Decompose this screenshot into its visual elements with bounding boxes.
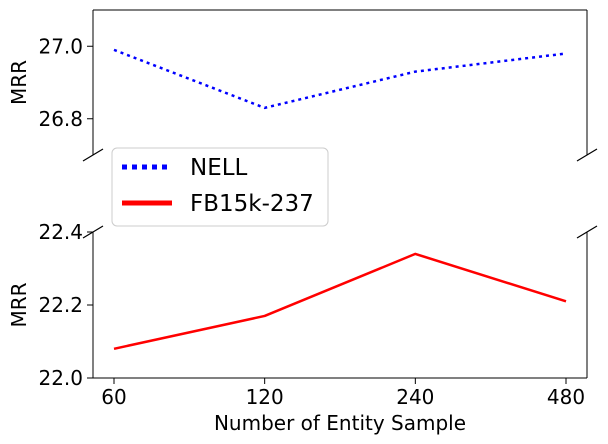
break-mark-right [576, 225, 598, 239]
y-axis-title: MRR [7, 282, 31, 327]
legend-label: FB15k-237 [190, 191, 314, 217]
series-line-fb15k-237 [113, 252, 567, 351]
y-axis-title: MRR [7, 60, 31, 105]
x-tick-label: 240 [396, 385, 434, 409]
x-tick-label: 480 [547, 385, 585, 409]
x-tick-label: 60 [101, 385, 126, 409]
top-panel: 26.8 27.0 MRR [7, 9, 598, 162]
y-tick-label: 22.4 [38, 220, 83, 244]
break-mark-left [82, 148, 104, 162]
legend-label: NELL [190, 155, 248, 181]
y-tick-label: 22.0 [38, 366, 83, 390]
break-mark-right [576, 148, 598, 162]
x-axis: 60 120 240 480 [101, 378, 585, 409]
legend: NELL FB15k-237 [111, 147, 329, 227]
y-tick-label: 27.0 [38, 34, 83, 58]
x-axis-title: Number of Entity Sample [214, 411, 466, 435]
series-line-nell [113, 48, 567, 110]
y-tick-label: 26.8 [38, 107, 83, 131]
y-tick-label: 22.2 [38, 293, 83, 317]
bottom-panel: 22.0 22.2 22.4 MRR [7, 220, 598, 390]
x-tick-label: 120 [246, 385, 284, 409]
